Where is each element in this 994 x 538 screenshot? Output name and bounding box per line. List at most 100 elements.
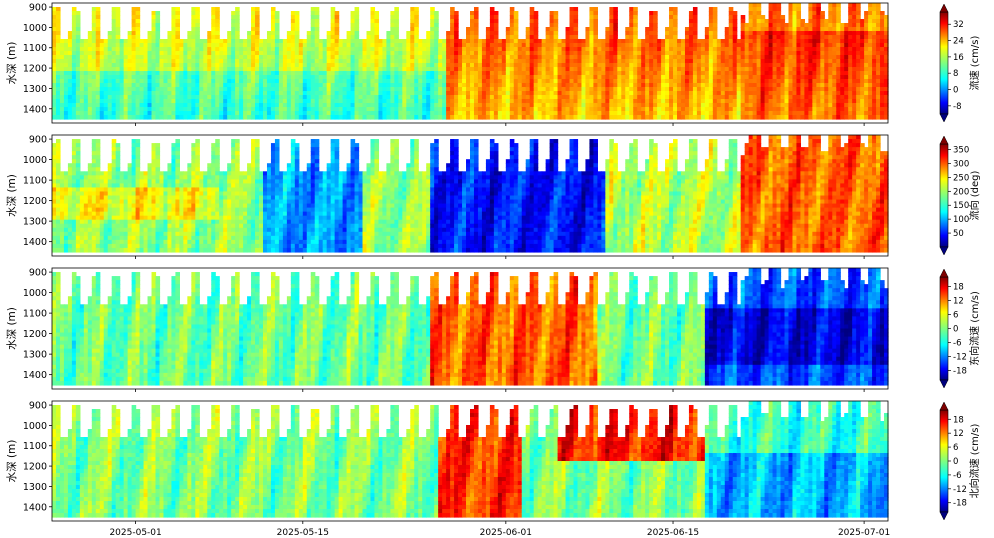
heatmap-cell (155, 115, 161, 120)
heatmap-cell (760, 63, 766, 68)
heatmap-cell (637, 51, 642, 56)
heatmap-cell (450, 59, 455, 64)
heatmap-cell (473, 75, 479, 80)
heatmap-cell (119, 91, 125, 96)
heatmap-cell (115, 95, 121, 100)
heatmap-cell (784, 47, 790, 52)
heatmap-cell (780, 47, 786, 52)
heatmap-cell (557, 91, 563, 96)
heatmap-cell (665, 75, 670, 80)
heatmap-cell (493, 47, 499, 52)
heatmap-cell (123, 55, 129, 60)
heatmap-cell (247, 71, 252, 76)
heatmap-cell (410, 19, 415, 24)
heatmap-cell (505, 75, 511, 80)
heatmap-cell (402, 67, 407, 72)
heatmap-cell (227, 95, 232, 100)
heatmap-cell (131, 71, 137, 76)
heatmap-cell (589, 83, 595, 88)
heatmap-cell (872, 27, 877, 32)
heatmap-cell (334, 43, 340, 48)
heatmap-cell (669, 19, 674, 24)
heatmap-cell (171, 31, 177, 36)
heatmap-cell (653, 95, 658, 100)
heatmap-cell (175, 15, 180, 20)
heatmap-cell (677, 75, 682, 80)
heatmap-cell (712, 111, 718, 116)
heatmap-cell (107, 67, 113, 72)
heatmap-cell (549, 103, 555, 108)
heatmap-cell (266, 99, 272, 104)
heatmap-cell (828, 107, 833, 112)
heatmap-cell (716, 55, 722, 60)
heatmap-cell (609, 79, 614, 84)
heatmap-cell (171, 47, 177, 52)
heatmap-cell (680, 39, 686, 44)
heatmap-cell (609, 71, 614, 76)
heatmap-cell (406, 39, 411, 44)
heatmap-cell (589, 59, 595, 64)
heatmap-cell (509, 115, 515, 120)
heatmap-cell (732, 43, 738, 48)
heatmap-cell (473, 79, 479, 84)
heatmap-cell (310, 31, 316, 36)
heatmap-cell (235, 111, 240, 116)
heatmap-cell (266, 43, 272, 48)
heatmap-cell (808, 95, 813, 100)
heatmap-cell (251, 111, 256, 116)
heatmap-cell (772, 19, 778, 24)
heatmap-cell (259, 87, 264, 92)
heatmap-cell (83, 83, 89, 88)
heatmap-cell (442, 107, 447, 112)
heatmap-cell (187, 31, 192, 36)
heatmap-cell (91, 27, 97, 32)
heatmap-cell (115, 63, 121, 68)
heatmap-cell (63, 43, 69, 48)
heatmap-cell (243, 39, 248, 44)
heatmap-cell (63, 107, 69, 112)
heatmap-cell (111, 99, 117, 104)
heatmap-cell (278, 103, 284, 108)
heatmap-cell (175, 35, 180, 40)
heatmap-cell (473, 19, 479, 24)
heatmap-cell (398, 39, 403, 44)
heatmap-cell (123, 83, 129, 88)
heatmap-cell (593, 55, 598, 60)
heatmap-cell (573, 71, 579, 76)
heatmap-cell (270, 27, 276, 32)
heatmap-cell (732, 23, 738, 28)
heatmap-cell (215, 59, 220, 64)
heatmap-cell (135, 23, 141, 28)
heatmap-cell (593, 7, 598, 12)
heatmap-cell (235, 99, 240, 104)
heatmap-cell (621, 83, 626, 88)
heatmap-cell (298, 47, 304, 52)
heatmap-cell (700, 91, 706, 96)
heatmap-cell (521, 91, 527, 96)
heatmap-cell (852, 15, 857, 20)
heatmap-cell (374, 35, 380, 40)
heatmap-cell (792, 51, 798, 56)
heatmap-cell (533, 99, 539, 104)
heatmap-cell (458, 71, 463, 76)
heatmap-cell (800, 39, 805, 44)
heatmap-cell (844, 23, 849, 28)
heatmap-cell (159, 71, 165, 76)
heatmap-cell (59, 91, 65, 96)
heatmap-cell (752, 51, 758, 56)
heatmap-cell (537, 111, 543, 116)
heatmap-cell (262, 39, 268, 44)
heatmap-cell (199, 111, 204, 116)
heatmap-cell (235, 79, 240, 84)
heatmap-cell (808, 55, 813, 60)
heatmap-cell (529, 59, 535, 64)
heatmap-cell (836, 23, 841, 28)
heatmap-cell (195, 51, 200, 56)
heatmap-cell (370, 95, 376, 100)
heatmap-cell (306, 59, 312, 64)
heatmap-cell (223, 83, 228, 88)
heatmap-cell (83, 103, 89, 108)
heatmap-cell (824, 23, 829, 28)
heatmap-cell (852, 47, 857, 52)
heatmap-cell (358, 51, 364, 56)
